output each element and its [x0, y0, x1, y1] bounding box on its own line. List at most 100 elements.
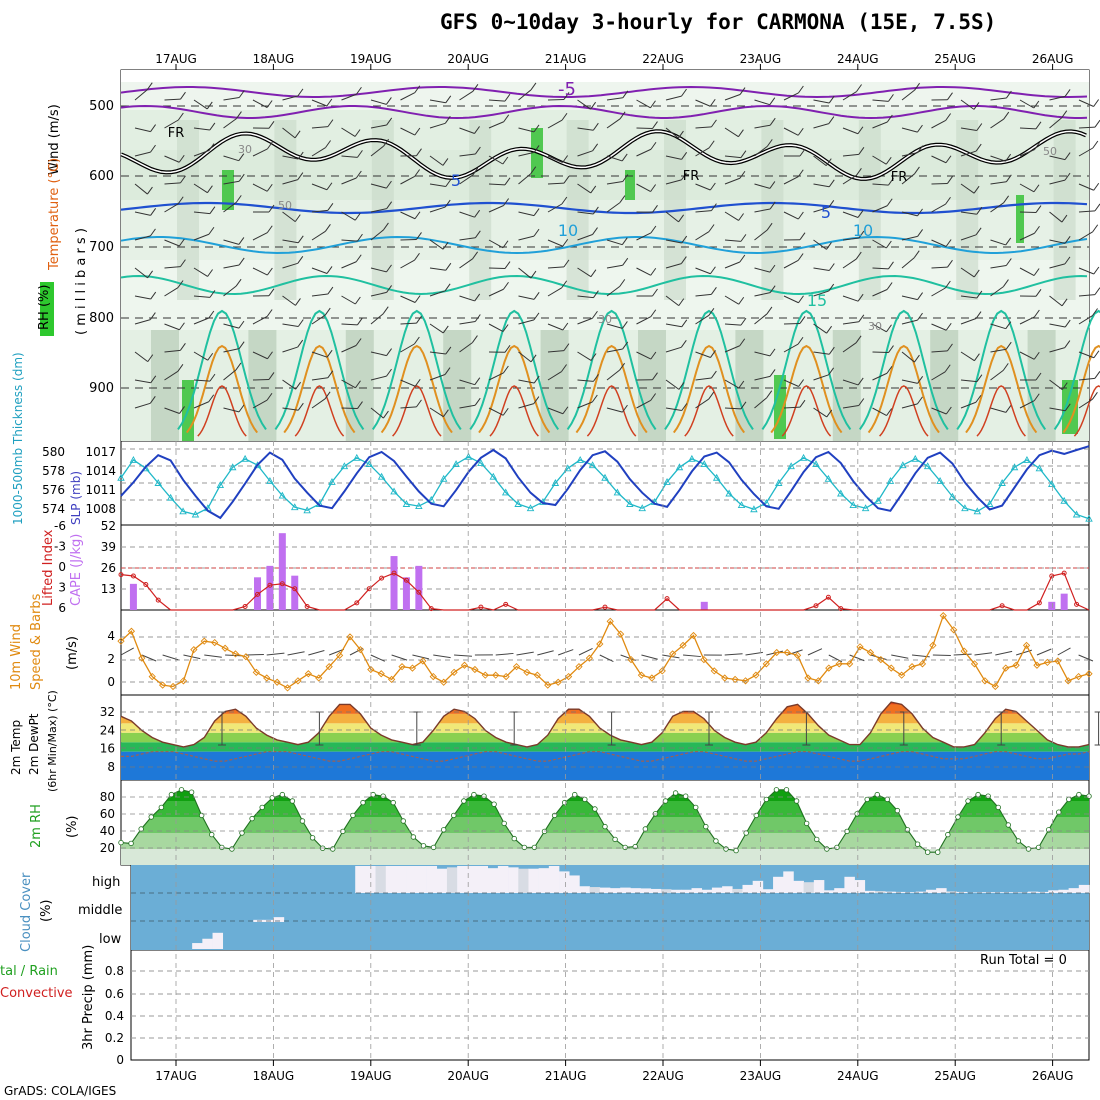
wind-barb-flag [297, 402, 304, 411]
thickness-point [812, 460, 820, 468]
wind-barb-flag [327, 286, 334, 295]
wind-barb-flag [562, 155, 569, 163]
wind-barb [724, 323, 741, 326]
wind-barb [842, 405, 859, 409]
wind-barb-flag [858, 398, 865, 406]
wind-barb [282, 295, 296, 306]
wind-barb-flag [797, 211, 804, 220]
wind-barb-flag [944, 280, 951, 289]
wind-barb [901, 127, 918, 133]
wind-barb-flag [828, 95, 835, 104]
wind-barb [636, 183, 651, 192]
lifted-index-point [825, 594, 831, 600]
wind-barb [606, 369, 620, 381]
rh-point [572, 791, 578, 798]
cloud-bar-high [579, 886, 590, 893]
cloud-bar-high [630, 888, 641, 893]
wind-barb-flag [945, 322, 952, 331]
wind-barb [488, 288, 504, 297]
wind-barb [783, 379, 799, 387]
thickness-point [799, 453, 808, 461]
precip-ylabel-left1: tal / Rain [0, 964, 58, 979]
wind-barb [370, 145, 384, 157]
wind-barb-flag [354, 296, 361, 305]
wind-barb [1049, 155, 1066, 161]
cloud-bar-high [824, 890, 835, 893]
wind-barb [724, 295, 739, 305]
wind-barb-flag [828, 179, 835, 188]
thickness-point [700, 460, 709, 468]
cloud-level-middle: middle [78, 903, 122, 918]
precip-run-total: Run Total = 0 [980, 953, 1067, 968]
wind-barb [636, 232, 652, 241]
thickness-point [514, 500, 522, 507]
wind-barb-flag [354, 129, 361, 137]
cape-bar [700, 601, 708, 610]
wind-barb [724, 211, 739, 221]
thickness-point [278, 491, 287, 499]
wind-barb-flag [209, 290, 216, 298]
wind-barb [134, 267, 148, 279]
wind-barb [429, 183, 446, 187]
temp-contour-diurnal-30 [294, 385, 345, 437]
thickness-point [477, 459, 485, 466]
cloud-bar-high [936, 888, 947, 893]
wind-barb [665, 263, 682, 269]
wind-barb [488, 323, 504, 332]
wind-barb-flag [1093, 182, 1100, 191]
thickness-point [1010, 463, 1019, 471]
wind-barb-flag [533, 375, 540, 384]
wind-barb [1078, 315, 1093, 325]
rh-point [1015, 838, 1022, 844]
wind-barb-flag [945, 155, 952, 164]
date-label-top: 20AUG [447, 52, 489, 66]
wind-barb [459, 211, 475, 218]
wind-barb-flag [769, 117, 776, 126]
wind-barb-flag [591, 394, 598, 403]
wind-barb-flag [766, 222, 773, 231]
wind-barb-flag [297, 339, 304, 348]
wind-barb-flag [474, 209, 481, 218]
wind-barb-flag [357, 150, 363, 158]
wind-barb [901, 257, 915, 269]
wind-barb-flag [533, 312, 540, 321]
wind-barb [754, 145, 768, 157]
wind-barb-flag [1064, 152, 1071, 160]
wind-barb [193, 401, 209, 409]
wind-barb-flag [474, 397, 481, 406]
wind-barb [901, 295, 918, 301]
wind-barb-flag [917, 229, 923, 237]
rh-point [602, 823, 608, 830]
moisture-column [1016, 195, 1024, 243]
rh-point [1066, 796, 1072, 803]
wind-barb [724, 177, 741, 185]
moisture-column [222, 170, 234, 210]
wind-barb [1078, 377, 1095, 381]
surface-wind-barb [391, 654, 408, 661]
cloud-bar-high [885, 891, 896, 893]
wind-barb-flag [947, 343, 953, 352]
wind-barb-flag [294, 214, 301, 222]
wind-barb-flag [442, 325, 449, 334]
surface-wind-barb [786, 649, 803, 656]
slp-tick-label: 1008 [85, 502, 116, 516]
wind-barb [429, 267, 446, 271]
surface-wind-barb [204, 654, 222, 658]
wind-barb-flag [826, 242, 832, 250]
wind-barb-flag [944, 364, 951, 373]
wind-barb [164, 155, 180, 163]
surface-wind-barb [974, 652, 993, 656]
temp-fill-band [121, 704, 1089, 714]
wind-speed-point [1064, 677, 1072, 685]
thickness-point [328, 478, 336, 485]
contour-label-rh50a: 50 [278, 199, 292, 212]
wind-speed-point [679, 641, 687, 650]
wind-barb [1049, 323, 1066, 328]
wind-barb [695, 267, 711, 275]
wind-barb-flag [708, 140, 715, 149]
lifted-index-point [813, 603, 819, 609]
wind-speed-point [471, 665, 479, 674]
date-label-top: 22AUG [642, 52, 684, 66]
wind-barb [223, 323, 240, 329]
wind-barb-flag [147, 186, 153, 195]
